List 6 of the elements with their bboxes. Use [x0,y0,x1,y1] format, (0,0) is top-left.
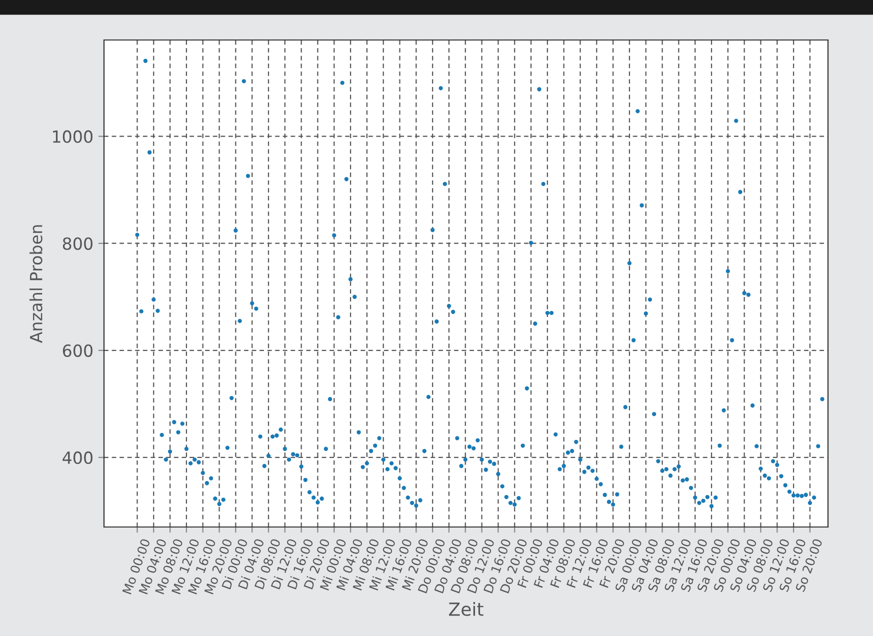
x-axis-title: Zeit [449,602,484,616]
y-tick-label: 800 [62,237,92,250]
y-tick-label: 400 [62,451,92,464]
y-axis-title: Anzahl Proben [29,225,42,343]
y-tick-label: 600 [62,344,92,357]
y-tick-label: 1000 [52,130,92,143]
